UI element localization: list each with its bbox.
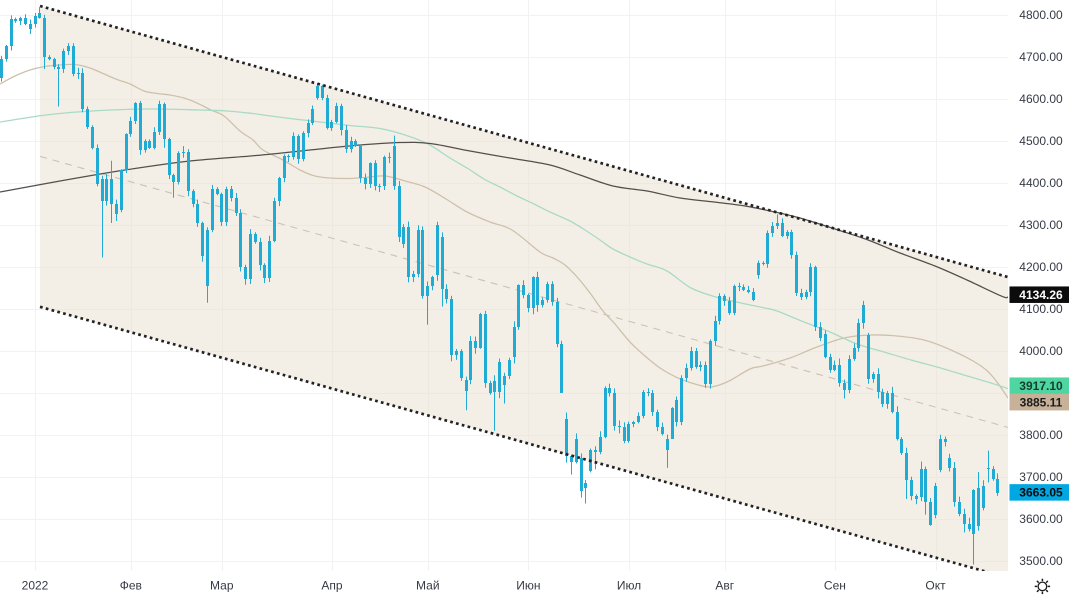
svg-text:Мар: Мар (210, 579, 234, 593)
svg-text:Авг: Авг (715, 579, 734, 593)
svg-text:3885.11: 3885.11 (1020, 396, 1063, 410)
svg-text:3663.05: 3663.05 (1019, 486, 1063, 500)
svg-text:Фев: Фев (120, 579, 142, 593)
svg-text:Сен: Сен (824, 579, 846, 593)
svg-text:Май: Май (416, 579, 440, 593)
svg-text:4700.00: 4700.00 (1019, 50, 1063, 64)
svg-text:Окт: Окт (925, 579, 946, 593)
svg-text:Июл: Июл (617, 579, 641, 593)
svg-text:4400.00: 4400.00 (1019, 176, 1063, 190)
svg-text:2022: 2022 (22, 579, 49, 593)
svg-text:4500.00: 4500.00 (1019, 134, 1063, 148)
svg-text:4800.00: 4800.00 (1019, 8, 1063, 22)
svg-text:3917.10: 3917.10 (1019, 379, 1063, 393)
svg-text:3800.00: 3800.00 (1019, 428, 1063, 442)
svg-text:3500.00: 3500.00 (1019, 554, 1063, 568)
svg-text:4200.00: 4200.00 (1019, 260, 1063, 274)
svg-text:3600.00: 3600.00 (1019, 512, 1063, 526)
svg-text:4000.00: 4000.00 (1019, 344, 1063, 358)
svg-text:4300.00: 4300.00 (1019, 218, 1063, 232)
svg-text:3700.00: 3700.00 (1019, 470, 1063, 484)
svg-text:4134.26: 4134.26 (1019, 288, 1063, 302)
svg-text:4100.00: 4100.00 (1019, 302, 1063, 316)
svg-text:Апр: Апр (321, 579, 343, 593)
svg-text:4600.00: 4600.00 (1019, 92, 1063, 106)
svg-text:Июн: Июн (516, 579, 540, 593)
